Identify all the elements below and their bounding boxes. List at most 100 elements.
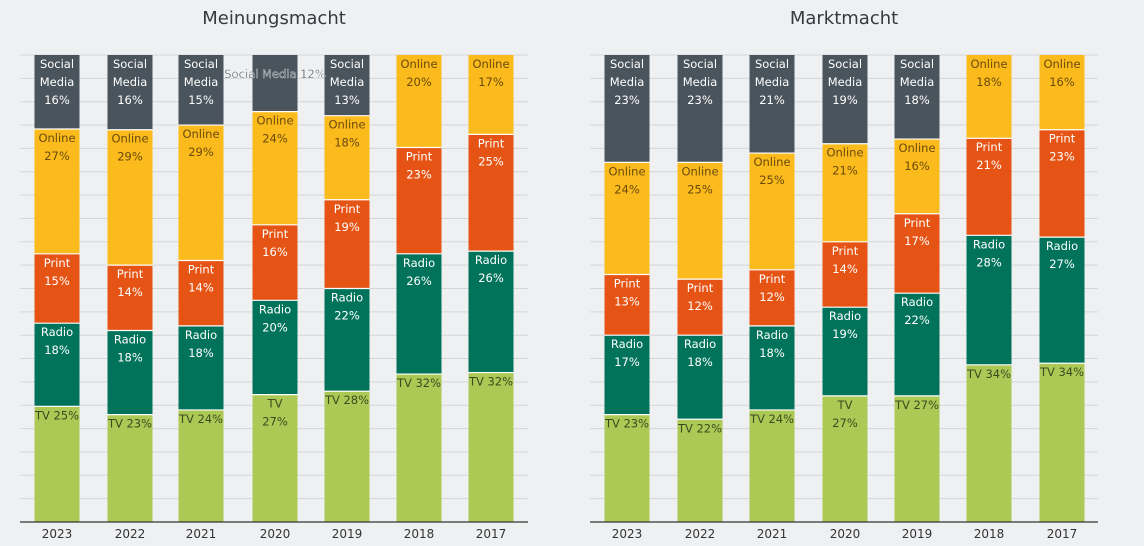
bar-segment-tv: [107, 414, 153, 522]
bar-segment-social-media: [178, 55, 224, 126]
bar-segment-print: [468, 134, 514, 252]
data-label: Online 16%: [898, 141, 935, 173]
x-tick-label: 2020: [260, 527, 291, 541]
data-label: Print 23%: [406, 149, 433, 181]
x-tick-label: 2018: [974, 527, 1005, 541]
bar-segment-print: [604, 274, 650, 336]
chart-title: Marktmacht: [790, 8, 898, 29]
bar-segment-social-media: [749, 55, 795, 154]
bar-segment-print: [396, 147, 442, 254]
bar-segment-online: [34, 128, 80, 254]
data-label: Social Media 13%: [330, 57, 365, 107]
bar-segment-print: [107, 265, 153, 331]
data-label: Radio 26%: [403, 256, 435, 288]
bar-segment-tv: [252, 394, 298, 522]
chart-marktmacht: Marktmacht TV 23% Radio 17% Print 13% Online 2…: [590, 8, 1098, 541]
x-tick-label: 2019: [902, 527, 933, 541]
data-label: Online 24%: [256, 114, 293, 146]
x-tick-label: 2022: [115, 527, 146, 541]
bar-segment-online: [396, 55, 442, 148]
bar-segment-tv: [396, 374, 442, 522]
x-tick-label: 2018: [404, 527, 435, 541]
data-label: Radio 19%: [829, 309, 861, 341]
bar-segment-tv: [822, 395, 868, 522]
bar-segment-radio: [677, 335, 723, 420]
bar-segment-radio: [178, 325, 224, 410]
data-label: TV 25%: [34, 408, 79, 422]
bar-segment-print: [34, 253, 80, 324]
bar-segment-online: [178, 125, 224, 261]
bar-segment-tv: [749, 409, 795, 522]
bar-segment-radio: [396, 253, 442, 375]
data-label: Print 14%: [117, 267, 144, 299]
bar-segment-radio: [749, 325, 795, 410]
data-label: Print 23%: [1049, 132, 1076, 164]
bar-segment-radio: [34, 323, 80, 407]
data-label: Radio 18%: [185, 328, 217, 360]
data-label: Print 21%: [976, 140, 1003, 172]
data-label: TV 27%: [832, 398, 858, 430]
data-label: TV 23%: [107, 417, 152, 431]
bar-segment-tv: [468, 372, 514, 522]
bar-segment-social-media: [677, 55, 723, 163]
bar-segment-print: [966, 138, 1012, 236]
data-label: Print 25%: [478, 136, 505, 168]
bar-segment-online: [822, 143, 868, 242]
data-label: Online 27%: [38, 131, 75, 163]
x-tick-label: 2020: [830, 527, 861, 541]
x-tick-label: 2021: [186, 527, 217, 541]
bar-segment-print: [1039, 129, 1085, 238]
bar-segment-print: [749, 269, 795, 326]
bar-segment-tv: [178, 409, 224, 522]
bar-segment-online: [324, 115, 370, 200]
data-label: Print 12%: [759, 272, 786, 304]
data-label: TV 27%: [262, 397, 288, 429]
data-label: Social Media 23%: [683, 57, 718, 107]
bar-segment-radio: [966, 235, 1012, 365]
bar-segment-social-media: [324, 55, 370, 116]
data-label: TV 32%: [396, 376, 441, 390]
data-label: Radio 26%: [475, 253, 507, 285]
data-label: Social Media 18%: [900, 57, 935, 107]
data-label: TV 23%: [604, 417, 649, 431]
bar-segment-print: [894, 213, 940, 294]
chart-title: Meinungsmacht: [202, 8, 346, 29]
data-label: Online 21%: [826, 146, 863, 178]
data-label: Radio 18%: [684, 337, 716, 369]
data-label: Online 29%: [111, 132, 148, 164]
bar-segment-print: [677, 279, 723, 336]
chart-meinungsmacht: Meinungsmacht TV 25% Radio 18% Print 15% Onli…: [20, 8, 528, 541]
data-label: Radio 18%: [756, 328, 788, 360]
data-label: Online 16%: [1043, 57, 1080, 89]
data-label: Radio 18%: [41, 325, 73, 357]
data-label: Print 17%: [904, 216, 931, 248]
bar-segment-social-media: [107, 55, 153, 130]
data-label: Online 25%: [753, 155, 790, 187]
bar-segment-radio: [604, 335, 650, 415]
data-label: Radio 22%: [331, 291, 363, 323]
data-label: TV 24%: [178, 412, 223, 426]
bar-segment-online: [894, 139, 940, 214]
bars: [604, 55, 1085, 522]
x-tick-label: 2017: [476, 527, 507, 541]
bar-segment-tv: [966, 364, 1012, 522]
data-labels: TV 25% Radio 18% Print 15% Online 27% Social Med…: [34, 57, 513, 431]
data-label: Online 25%: [681, 164, 718, 196]
data-label: Radio 18%: [114, 333, 146, 365]
bar-segment-tv: [1039, 363, 1085, 522]
x-tick-label: 2019: [332, 527, 363, 541]
x-tick-label: 2022: [685, 527, 716, 541]
bar-segment-print: [252, 224, 298, 301]
data-label: TV 28%: [324, 393, 369, 407]
bar-segment-online: [107, 129, 153, 266]
data-label: Print 16%: [262, 227, 289, 259]
data-label: Social Media 15%: [184, 57, 219, 107]
data-label: Print 13%: [614, 276, 641, 308]
data-label: Print 12%: [687, 281, 714, 313]
bar-segment-tv: [34, 406, 80, 522]
x-tick-label: 2023: [612, 527, 643, 541]
bar-segment-online: [677, 162, 723, 280]
bar-segment-social-media: [894, 55, 940, 140]
bar-segment-tv: [894, 395, 940, 522]
